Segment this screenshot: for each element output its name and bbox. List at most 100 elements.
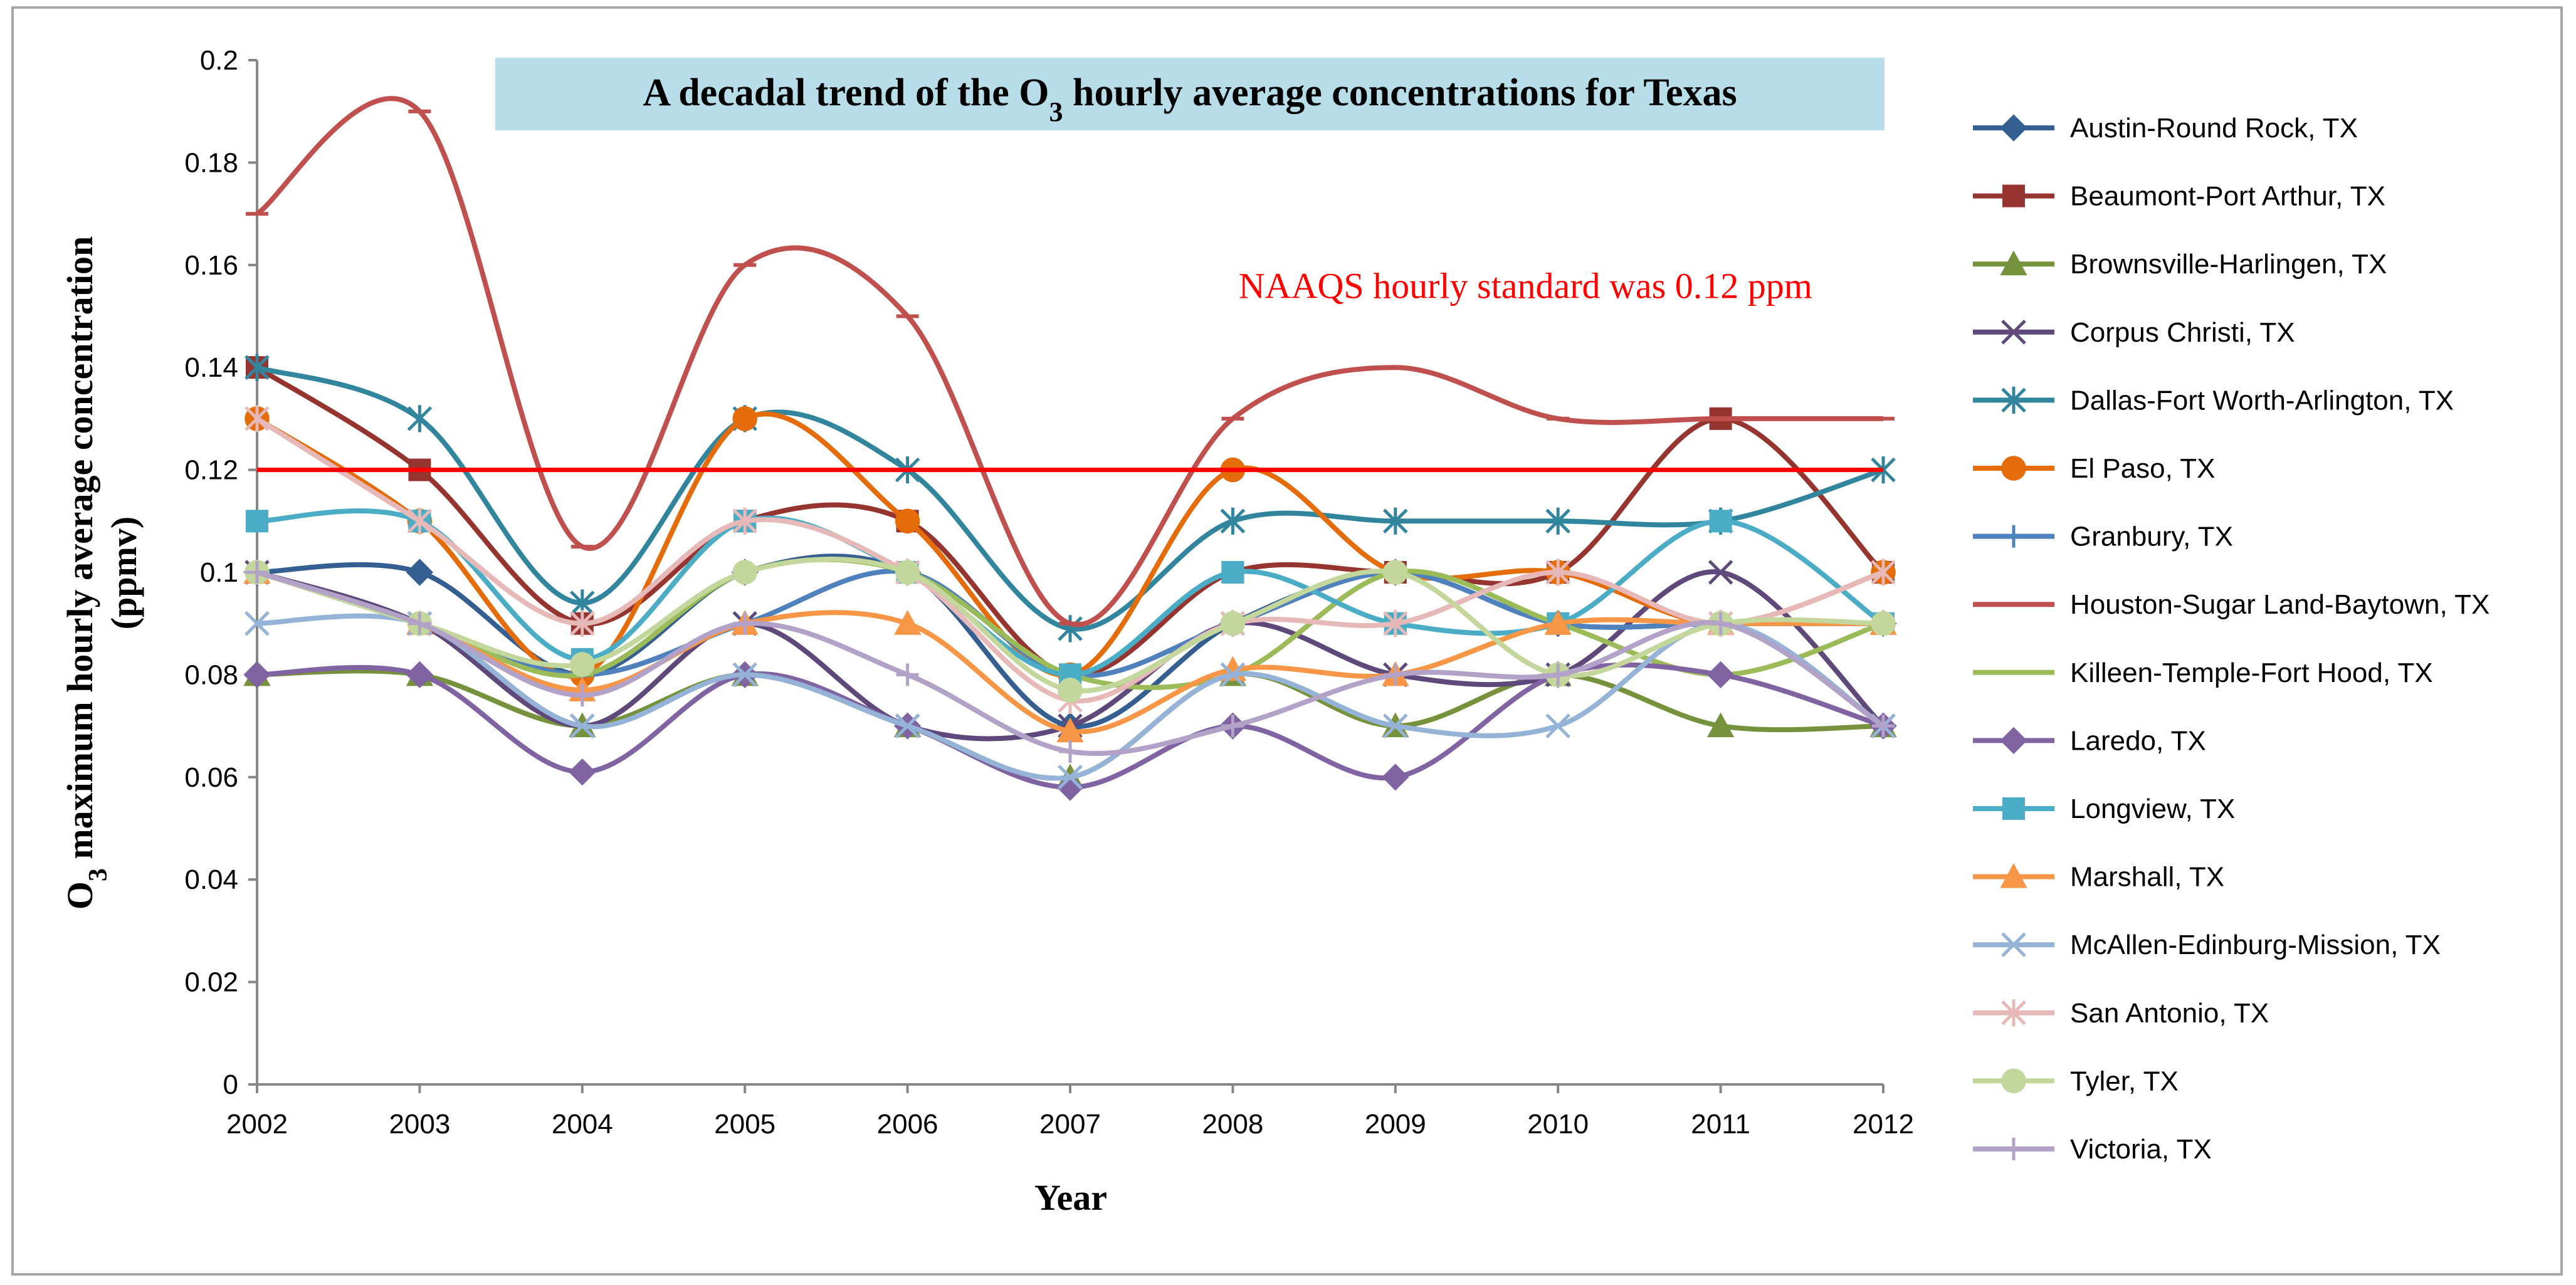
point-victoria-tx-marker xyxy=(1221,715,1244,738)
legend-item-killeen-temple-fort-hood-tx: Killeen-Temple-Fort Hood, TX xyxy=(1973,658,2433,688)
series-victoria-tx xyxy=(246,561,1895,763)
point-tyler-tx-marker xyxy=(1220,611,1246,636)
legend-marshall-tx-marker xyxy=(2000,863,2027,888)
x-tick-label: 2004 xyxy=(552,1109,613,1140)
series-line-mcallen-edinburg-mission-tx xyxy=(256,613,1885,781)
legend-item-granbury-tx: Granbury, TX xyxy=(1973,522,2233,552)
point-dallas-fort-worth-arlington-tx-marker xyxy=(1220,507,1246,535)
legend-item-san-antonio-tx: San Antonio, TX xyxy=(1973,998,2269,1029)
x-tick-label: 2010 xyxy=(1527,1109,1589,1140)
point-victoria-tx-marker xyxy=(1872,715,1895,738)
legend-san-antonio-tx-marker xyxy=(2001,999,2026,1027)
point-brownsville-harlingen-tx-marker xyxy=(1707,712,1735,738)
chart-title: A decadal trend of the O3 hourly average… xyxy=(643,71,1737,127)
point-dallas-fort-worth-arlington-tx-marker xyxy=(244,354,270,381)
legend-label: Houston-Sugar Land-Baytown, TX xyxy=(2070,589,2489,620)
point-laredo-tx-marker xyxy=(1707,661,1735,688)
y-tick-label: 0.1 xyxy=(200,557,238,588)
x-tick-label: 2006 xyxy=(877,1109,938,1140)
x-tick-label: 2009 xyxy=(1365,1109,1426,1140)
legend-corpus-christi-tx-marker xyxy=(2001,320,2026,345)
x-axis-title: Year xyxy=(1034,1177,1107,1218)
legend-label: Granbury, TX xyxy=(2070,522,2233,552)
legend-label: Killeen-Temple-Fort Hood, TX xyxy=(2070,658,2433,688)
legend-granbury-tx-marker xyxy=(2002,525,2025,548)
point-victoria-tx-marker xyxy=(896,663,919,686)
point-laredo-tx-marker xyxy=(1382,763,1409,791)
legend-label: El Paso, TX xyxy=(2070,453,2216,484)
legend-item-el-paso-tx: El Paso, TX xyxy=(1973,453,2216,484)
point-el-paso-tx-marker xyxy=(732,406,757,431)
legend-tyler-tx-marker xyxy=(2001,1068,2026,1094)
point-mcallen-edinburg-mission-tx-marker xyxy=(732,662,757,688)
point-mcallen-edinburg-mission-tx-marker xyxy=(895,713,920,738)
point-longview-tx-marker xyxy=(1709,510,1732,533)
legend-mcallen-edinburg-mission-tx-marker xyxy=(2001,932,2026,957)
x-tick-label: 2003 xyxy=(389,1109,450,1140)
point-tyler-tx-marker xyxy=(1871,611,1896,636)
point-el-paso-tx-marker xyxy=(895,508,920,534)
legend-item-beaumont-port-arthur-tx: Beaumont-Port Arthur, TX xyxy=(1973,181,2385,212)
y-tick-label: 0.06 xyxy=(184,762,238,793)
y-tick-label: 0 xyxy=(223,1069,238,1100)
x-tick-label: 2007 xyxy=(1039,1109,1101,1140)
legend-item-dallas-fort-worth-arlington-tx: Dallas-Fort Worth-Arlington, TX xyxy=(1973,385,2454,416)
y-axis-title: O3 maximum hourly average concentration … xyxy=(60,236,144,910)
series-tyler-tx xyxy=(244,556,1896,703)
point-dallas-fort-worth-arlington-tx-marker xyxy=(1545,507,1570,535)
point-corpus-christi-tx-marker xyxy=(1708,560,1733,585)
y-tick-label: 0.08 xyxy=(184,659,238,690)
point-mcallen-edinburg-mission-tx-marker xyxy=(570,713,595,738)
legend-longview-tx-marker xyxy=(2002,797,2025,820)
legend: Austin-Round Rock, TX Beaumont-Port Arthu… xyxy=(1973,113,2489,1165)
point-mcallen-edinburg-mission-tx-marker xyxy=(244,611,270,636)
legend-label: San Antonio, TX xyxy=(2070,998,2269,1029)
chart-title-background xyxy=(495,58,1885,130)
point-victoria-tx-marker xyxy=(408,612,431,635)
legend-label: Tyler, TX xyxy=(2070,1066,2179,1096)
point-tyler-tx-marker xyxy=(1383,560,1408,585)
series-line-san-antonio-tx xyxy=(255,416,1885,704)
series-houston-sugar-land-baytown-tx xyxy=(246,96,1895,627)
legend-item-mcallen-edinburg-mission-tx: McAllen-Edinburg-Mission, TX xyxy=(1973,930,2441,960)
point-marshall-tx-marker xyxy=(1544,610,1572,635)
x-tick-label: 2011 xyxy=(1691,1109,1750,1140)
point-mcallen-edinburg-mission-tx-marker xyxy=(1058,765,1083,790)
legend-label: Corpus Christi, TX xyxy=(2070,317,2295,348)
point-victoria-tx-marker xyxy=(246,561,268,584)
point-tyler-tx-marker xyxy=(570,652,595,677)
legend-item-brownsville-harlingen-tx: Brownsville-Harlingen, TX xyxy=(1973,249,2387,280)
x-tick-label: 2002 xyxy=(226,1109,288,1140)
point-san-antonio-tx-marker xyxy=(407,507,433,535)
point-mcallen-edinburg-mission-tx-marker xyxy=(1383,713,1408,738)
legend-victoria-tx-marker xyxy=(2002,1138,2025,1160)
x-tick-label: 2008 xyxy=(1202,1109,1263,1140)
point-victoria-tx-marker xyxy=(733,612,757,635)
point-laredo-tx-marker xyxy=(243,661,271,688)
point-victoria-tx-marker xyxy=(1709,612,1732,635)
point-marshall-tx-marker xyxy=(1056,717,1084,743)
legend-beaumont-port-arthur-tx-marker xyxy=(2002,184,2025,207)
y-tick-label: 0.12 xyxy=(184,455,238,486)
x-tick-label: 2012 xyxy=(1853,1109,1914,1140)
point-tyler-tx-marker xyxy=(895,560,920,585)
legend-austin-round-rock-tx-marker xyxy=(2000,114,2027,142)
legend-label: Brownsville-Harlingen, TX xyxy=(2070,249,2387,280)
legend-laredo-tx-marker xyxy=(2000,726,2027,754)
chart-title-subscript: 3 xyxy=(1049,97,1063,127)
legend-dallas-fort-worth-arlington-tx-marker xyxy=(2001,386,2026,414)
legend-item-marshall-tx: Marshall, TX xyxy=(1973,862,2224,893)
point-mcallen-edinburg-mission-tx-marker xyxy=(1220,662,1246,688)
point-victoria-tx-marker xyxy=(570,684,594,707)
point-victoria-tx-marker xyxy=(1059,740,1081,763)
legend-item-houston-sugar-land-baytown-tx: Houston-Sugar Land-Baytown, TX xyxy=(1973,589,2489,620)
svg-text:(ppmv): (ppmv) xyxy=(103,517,144,629)
chart-svg: 0 0.02 0.04 0.06 0.08 0.1 0.12 0.14 0.16 0.18 0.2 2… xyxy=(60,45,2489,1218)
legend-item-corpus-christi-tx: Corpus Christi, TX xyxy=(1973,317,2295,348)
legend-label: McAllen-Edinburg-Mission, TX xyxy=(2070,930,2441,960)
y-tick-label: 0.18 xyxy=(184,147,238,178)
point-tyler-tx-marker xyxy=(1058,678,1083,703)
point-victoria-tx-marker xyxy=(1547,663,1570,686)
legend-label: Victoria, TX xyxy=(2070,1134,2212,1165)
point-laredo-tx-marker xyxy=(569,758,596,786)
